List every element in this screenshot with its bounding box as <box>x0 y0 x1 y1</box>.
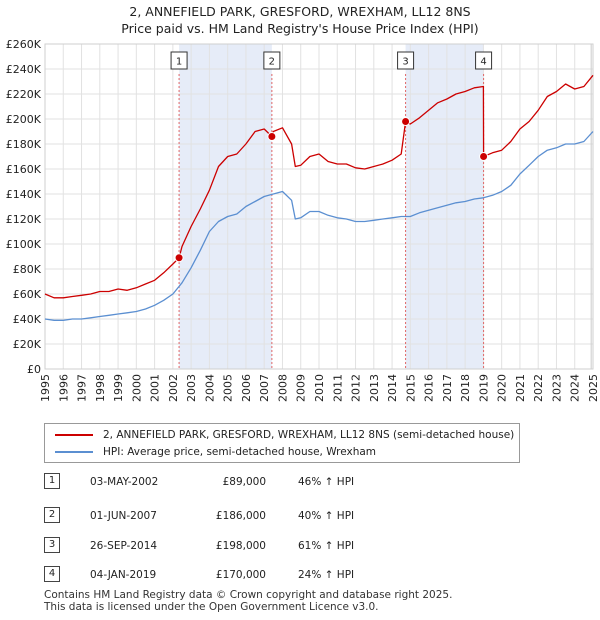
x-tick-label: 2015 <box>404 374 417 402</box>
x-tick-label: 2012 <box>350 374 363 402</box>
chart-title-line1: 2, ANNEFIELD PARK, GRESFORD, WREXHAM, LL… <box>129 4 471 19</box>
x-tick-label: 2014 <box>386 374 399 402</box>
x-tick-label: 2016 <box>423 374 436 402</box>
x-tick-label: 2007 <box>258 374 271 402</box>
x-tick-label: 1999 <box>112 374 125 402</box>
x-tick-label: 2006 <box>240 374 253 402</box>
x-tick-label: 1997 <box>76 374 89 402</box>
sale-marker-label: 1 <box>176 57 182 68</box>
legend-label-hpi: HPI: Average price, semi-detached house,… <box>103 446 377 458</box>
sale-date: 04-JAN-2019 <box>90 569 157 581</box>
x-tick-label: 2021 <box>514 374 527 402</box>
legend-item-property: 2, ANNEFIELD PARK, GRESFORD, WREXHAM, LL… <box>55 427 514 443</box>
sale-point <box>401 117 411 126</box>
sale-row: 2 01-JUN-2007 £186,000 40% ↑ HPI <box>44 506 444 526</box>
x-tick-label: 2009 <box>295 374 308 402</box>
legend-swatch-property <box>55 434 93 436</box>
x-tick-label: 2025 <box>587 374 600 402</box>
sale-price: £198,000 <box>215 540 266 552</box>
sale-row: 3 26-SEP-2014 £198,000 61% ↑ HPI <box>44 536 444 556</box>
sale-number-badge: 2 <box>44 507 60 523</box>
sale-price: £170,000 <box>215 569 266 581</box>
sale-number-badge: 4 <box>44 566 60 582</box>
footer-line1: Contains HM Land Registry data © Crown c… <box>44 589 453 601</box>
sale-price: £186,000 <box>215 510 266 522</box>
y-tick-label: £140K <box>6 188 42 201</box>
legend-label-property: 2, ANNEFIELD PARK, GRESFORD, WREXHAM, LL… <box>103 429 515 441</box>
sale-marker-label: 4 <box>480 57 486 68</box>
sale-price: £89,000 <box>222 476 266 488</box>
sale-marker-box <box>170 51 188 70</box>
x-tick-label: 2023 <box>550 374 563 402</box>
x-tick-label: 2001 <box>149 374 162 402</box>
x-tick-label: 2024 <box>569 374 582 402</box>
x-tick-label: 2008 <box>276 374 289 402</box>
sale-marker-box <box>397 51 415 70</box>
chart-title: 2, ANNEFIELD PARK, GRESFORD, WREXHAM, LL… <box>0 3 600 37</box>
x-tick-label: 1995 <box>39 374 52 402</box>
y-tick-label: £100K <box>6 238 42 251</box>
x-tick-label: 1998 <box>94 374 107 402</box>
y-tick-label: £180K <box>6 138 42 151</box>
x-tick-label: 2003 <box>185 374 198 402</box>
sale-marker-box <box>263 51 281 70</box>
sale-point <box>267 132 277 141</box>
y-tick-label: £0 <box>27 363 41 376</box>
sale-hpi-change: 40% ↑ HPI <box>298 510 355 522</box>
sale-number-badge: 3 <box>44 537 60 553</box>
footer-line2: This data is licensed under the Open Gov… <box>44 601 379 613</box>
shaded-range <box>179 44 272 369</box>
x-tick-label: 2017 <box>441 374 454 402</box>
plot-frame <box>44 43 594 370</box>
y-tick-label: £20K <box>13 338 42 351</box>
y-tick-label: £260K <box>6 38 42 51</box>
sale-marker-label: 3 <box>402 57 408 68</box>
x-tick-label: 2000 <box>130 374 143 402</box>
sale-date: 26-SEP-2014 <box>90 540 158 552</box>
series-line-hpi <box>44 131 594 321</box>
legend-item-hpi: HPI: Average price, semi-detached house,… <box>55 444 376 460</box>
x-tick-label: 2011 <box>331 374 344 402</box>
x-tick-label: 2010 <box>313 374 326 402</box>
legend-swatch-hpi <box>55 451 93 453</box>
x-tick-label: 2020 <box>496 374 509 402</box>
x-tick-label: 2022 <box>532 374 545 402</box>
sale-marker-label: 2 <box>269 57 275 68</box>
footer-attribution: Contains HM Land Registry data © Crown c… <box>44 589 452 613</box>
sale-row: 4 04-JAN-2019 £170,000 24% ↑ HPI <box>44 565 444 585</box>
y-tick-label: £40K <box>13 313 42 326</box>
y-tick-label: £120K <box>6 213 42 226</box>
sale-hpi-change: 61% ↑ HPI <box>298 540 355 552</box>
x-tick-label: 1996 <box>57 374 70 402</box>
sale-hpi-change: 46% ↑ HPI <box>298 476 355 488</box>
y-tick-label: £200K <box>6 113 42 126</box>
sale-date: 01-JUN-2007 <box>90 510 157 522</box>
legend: 2, ANNEFIELD PARK, GRESFORD, WREXHAM, LL… <box>44 423 520 463</box>
x-tick-label: 2018 <box>459 374 472 402</box>
sale-point <box>479 152 489 161</box>
sale-hpi-change: 24% ↑ HPI <box>298 569 355 581</box>
y-tick-label: £220K <box>6 88 42 101</box>
sale-row: 1 03-MAY-2002 £89,000 46% ↑ HPI <box>44 472 444 492</box>
x-tick-label: 2004 <box>203 374 216 402</box>
x-tick-label: 2005 <box>222 374 235 402</box>
y-tick-label: £240K <box>6 63 42 76</box>
y-tick-label: £60K <box>13 288 42 301</box>
series-line-property <box>44 74 594 299</box>
sale-number-badge: 1 <box>44 473 60 489</box>
x-tick-label: 2019 <box>477 374 490 402</box>
sale-marker-box <box>475 51 493 70</box>
sale-point <box>174 253 184 263</box>
price-chart: £0 £20K £40K £60K £80K £100K £120K £140K £160K £1… <box>6 38 600 402</box>
x-tick-label: 2013 <box>368 374 381 402</box>
y-tick-label: £160K <box>6 163 42 176</box>
x-tick-label: 2002 <box>167 374 180 402</box>
sale-date: 03-MAY-2002 <box>90 476 159 488</box>
chart-title-line2: Price paid vs. HM Land Registry's House … <box>121 21 479 36</box>
y-tick-label: £80K <box>13 263 42 276</box>
